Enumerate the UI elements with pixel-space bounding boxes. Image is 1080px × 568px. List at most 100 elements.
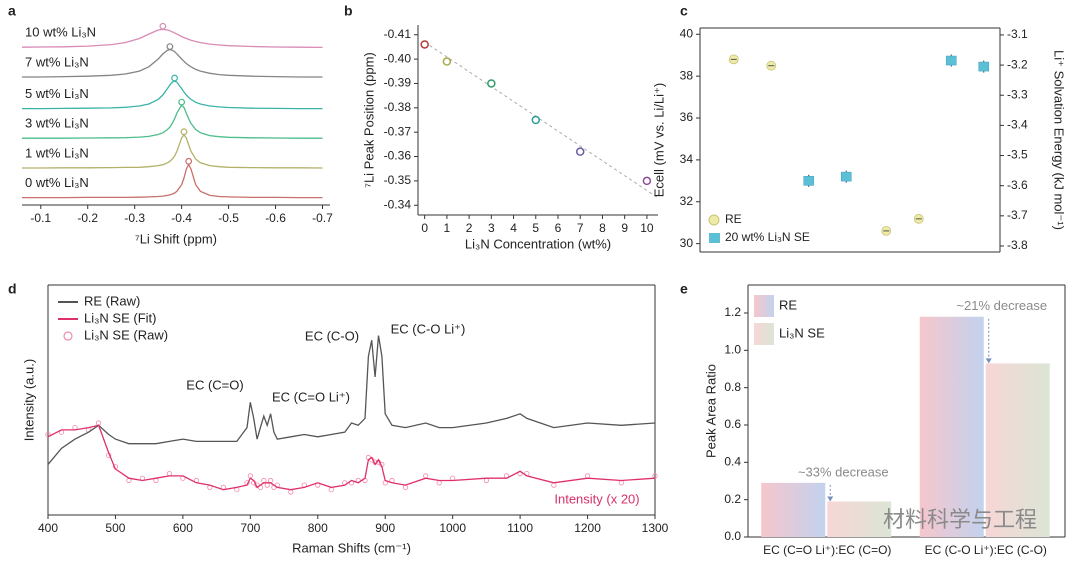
data-point — [840, 171, 852, 182]
x-axis-title: Raman Shifts (cm⁻¹) — [292, 540, 411, 555]
y-tick-label: 1.0 — [724, 343, 741, 357]
y-tick-label: 1.2 — [724, 305, 741, 319]
panel-label: c — [680, 3, 688, 19]
peak-marker — [178, 98, 186, 106]
bar — [827, 501, 892, 537]
y2-axis-title: Li⁺ Solvation Energy (kJ mol⁻¹) — [1052, 50, 1067, 230]
legend-label: 20 wt% Li₃N SE — [725, 230, 810, 244]
trend-line — [424, 41, 659, 199]
arrow-head — [985, 358, 992, 364]
panel-label: a — [8, 3, 16, 19]
x-tick-label: -0.7 — [312, 211, 333, 225]
y-tick-label: 0.0 — [724, 529, 741, 543]
x-tick-label: 1000 — [439, 521, 466, 535]
bar — [761, 482, 826, 537]
x-tick-label: 9 — [621, 221, 628, 235]
y-tick-label: 0.8 — [724, 380, 741, 394]
legend-label: Li₃N SE — [779, 325, 825, 340]
y2-tick-label: -3.8 — [1007, 238, 1028, 252]
x-tick-label: 5 — [532, 221, 539, 235]
x-tick-label: 800 — [308, 521, 328, 535]
peak-marker — [159, 22, 167, 30]
x-tick-label: 600 — [173, 521, 193, 535]
y-tick-label: -0.36 — [384, 149, 412, 163]
y-tick-label: -0.39 — [384, 76, 412, 90]
annotation: ~33% decrease — [798, 464, 889, 479]
panel-label: b — [344, 3, 353, 19]
x-tick-label: 1100 — [507, 521, 533, 535]
line-series — [22, 104, 323, 139]
y-tick-label: -0.40 — [384, 51, 412, 65]
curve-label: 7 wt% Li₃N — [25, 54, 89, 69]
y-axis-title: Peak Area Ratio — [703, 364, 718, 458]
y-tick-label: -0.38 — [384, 100, 412, 114]
arrow-head — [827, 496, 834, 502]
data-point — [978, 61, 990, 72]
line-series — [22, 133, 323, 169]
x-tick-label: EC (C=O Li⁺):EC (C=O) — [763, 543, 891, 557]
legend-label: RE — [725, 212, 742, 226]
panel-label: e — [680, 281, 688, 297]
y2-tick-label: -3.7 — [1007, 208, 1028, 222]
annotation: EC (C-O Li⁺) — [391, 321, 466, 336]
y-axis-title: Intensity (a.u.) — [21, 359, 36, 441]
y2-tick-label: -3.1 — [1007, 27, 1028, 41]
line-series — [21, 28, 323, 49]
annotation: ~21% decrease — [956, 298, 1047, 313]
y-tick-label: 38 — [680, 68, 694, 82]
x-tick-label: EC (C-O Li⁺):EC (C-O) — [925, 543, 1047, 557]
data-point — [652, 473, 658, 479]
x-tick-label: 3 — [488, 221, 495, 235]
y2-tick-label: -3.3 — [1007, 87, 1028, 101]
x-tick-label: 6 — [555, 221, 562, 235]
x-tick-label: 7 — [577, 221, 584, 235]
data-point — [531, 115, 541, 125]
data-point — [945, 55, 957, 66]
line-series — [47, 424, 656, 491]
x-tick-label: 900 — [375, 521, 395, 535]
y-tick-label: 36 — [680, 110, 694, 124]
y2-tick-label: -3.4 — [1007, 118, 1028, 132]
x-tick-label: 1 — [444, 221, 451, 235]
y-tick-label: 32 — [680, 194, 694, 208]
line-series — [22, 48, 323, 78]
x-tick-label: -0.1 — [30, 211, 51, 225]
peak-marker — [180, 128, 188, 136]
x-tick-label: 10 — [640, 221, 654, 235]
data-point — [420, 40, 429, 49]
y-axis-title: ⁷Li Peak Position (ppm) — [361, 52, 376, 187]
x-tick-label: -0.6 — [265, 211, 286, 225]
x-axis-title: ⁷Li Shift (ppm) — [135, 231, 217, 246]
bar — [985, 363, 1050, 537]
y2-tick-label: -3.5 — [1007, 148, 1028, 162]
x-tick-label: 0 — [421, 221, 428, 235]
annotation: EC (C-O) — [305, 328, 359, 343]
legend-swatch — [63, 331, 73, 341]
y-tick-label: -0.37 — [384, 124, 412, 138]
panel-label: d — [8, 281, 17, 297]
annotation: EC (C=O Li⁺) — [272, 389, 350, 404]
y2-tick-label: -3.6 — [1007, 178, 1028, 192]
x-tick-label: 1200 — [574, 521, 601, 535]
curve-label: 0 wt% Li₃N — [25, 175, 89, 190]
data-point — [803, 176, 815, 186]
data-point — [442, 57, 452, 66]
data-point — [487, 79, 496, 88]
x-tick-label: 4 — [510, 221, 517, 235]
legend-label: Li₃N SE (Fit) — [84, 310, 156, 325]
y-tick-label: 34 — [680, 152, 694, 166]
watermark: 材料科学与工程 — [883, 508, 1037, 533]
annotation: EC (C=O) — [186, 377, 243, 392]
data-point — [642, 176, 652, 186]
x-tick-label: 2 — [466, 221, 473, 235]
x-tick-label: 700 — [240, 521, 260, 535]
legend-swatch — [754, 295, 774, 317]
bar — [919, 316, 984, 537]
y2-tick-label: -3.2 — [1007, 57, 1028, 71]
legend-swatch — [709, 233, 720, 243]
y-tick-label: -0.41 — [384, 27, 412, 41]
y-tick-label: 0.4 — [724, 455, 741, 469]
x-tick-label: 500 — [105, 521, 125, 535]
